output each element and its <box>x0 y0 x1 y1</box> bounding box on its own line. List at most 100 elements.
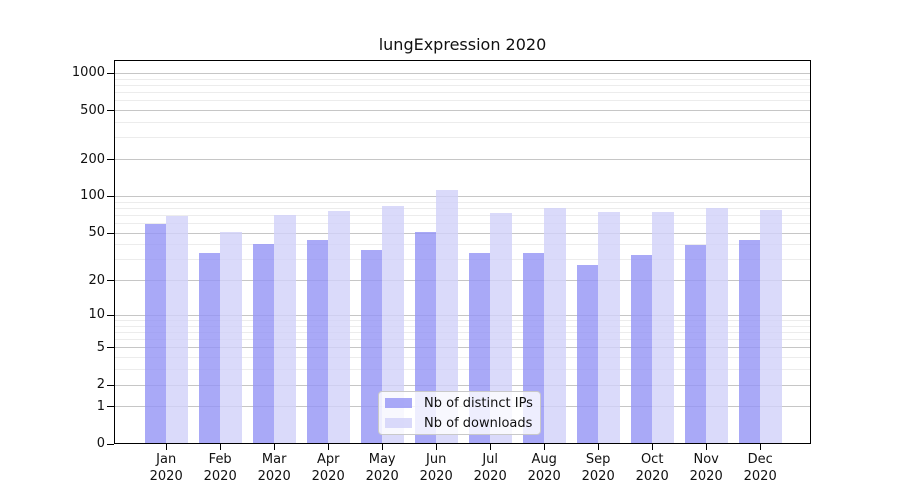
x-tick-label-oct: Oct 2020 <box>635 452 669 484</box>
y-tick-mark-10 <box>107 314 114 316</box>
bar-downloads-nov <box>706 208 728 444</box>
x-tick-mark-may <box>381 444 383 450</box>
legend-swatch <box>385 418 412 428</box>
x-tick-mark-mar <box>273 444 275 450</box>
y-tick-label-2: 2 <box>96 377 105 393</box>
minor-gridline-40 <box>114 244 811 246</box>
bar-downloads-apr <box>328 211 350 444</box>
major-gridline-5 <box>114 347 811 349</box>
y-tick-label-1000: 1000 <box>71 65 105 81</box>
x-tick-label-dec: Dec 2020 <box>743 452 777 484</box>
major-gridline-200 <box>114 159 811 161</box>
bar-downloads-oct <box>652 212 674 444</box>
major-gridline-100 <box>114 195 811 197</box>
y-tick-label-10: 10 <box>88 307 105 323</box>
bar-distinct-ips-jan <box>144 223 167 444</box>
legend-label: Nb of distinct IPs <box>424 395 533 411</box>
x-tick-mark-apr <box>327 444 329 450</box>
minor-gridline-400 <box>114 122 811 123</box>
bars-layer <box>114 60 811 444</box>
minor-gridline-300 <box>114 137 811 139</box>
x-tick-mark-jul <box>489 444 491 450</box>
x-tick-label-mar: Mar 2020 <box>257 452 291 484</box>
x-tick-label-feb: Feb 2020 <box>203 452 237 484</box>
bar-distinct-ips-oct <box>630 254 653 444</box>
x-tick-mark-nov <box>705 444 707 450</box>
minor-gridline-3 <box>114 369 811 371</box>
x-tick-mark-dec <box>759 444 761 450</box>
minor-gridline-80 <box>114 207 811 209</box>
x-tick-label-jul: Jul 2020 <box>473 452 507 484</box>
x-tick-mark-jan <box>165 444 167 450</box>
x-tick-label-jun: Jun 2020 <box>419 452 453 484</box>
y-tick-label-5: 5 <box>96 339 105 355</box>
bar-downloads-mar <box>274 215 296 444</box>
x-tick-mark-aug <box>543 444 545 450</box>
minor-gridline-4 <box>114 357 811 359</box>
chart-title: lungExpression 2020 <box>378 35 547 54</box>
y-tick-label-100: 100 <box>80 188 105 204</box>
x-tick-label-sep: Sep 2020 <box>581 452 615 484</box>
bar-downloads-may <box>382 206 404 444</box>
bar-downloads-jan <box>166 216 188 444</box>
y-tick-label-1: 1 <box>96 398 105 414</box>
minor-gridline-600 <box>114 100 811 102</box>
bar-downloads-jun <box>436 189 458 444</box>
legend-swatch <box>385 398 412 408</box>
x-tick-mark-jun <box>435 444 437 450</box>
bar-downloads-aug <box>544 208 566 444</box>
x-tick-label-aug: Aug 2020 <box>527 452 561 484</box>
bar-distinct-ips-feb <box>198 253 221 444</box>
y-tick-label-50: 50 <box>88 225 105 241</box>
x-tick-label-nov: Nov 2020 <box>689 452 723 484</box>
x-tick-label-may: May 2020 <box>365 452 399 484</box>
y-tick-mark-1 <box>107 406 114 408</box>
bar-downloads-jul <box>490 213 512 444</box>
minor-gridline-90 <box>114 201 811 203</box>
bar-distinct-ips-may <box>360 250 383 444</box>
minor-gridline-8 <box>114 325 811 327</box>
major-gridline-50 <box>114 232 811 234</box>
bar-distinct-ips-dec <box>738 239 761 444</box>
bar-distinct-ips-apr <box>306 239 329 444</box>
bar-distinct-ips-sep <box>576 265 599 444</box>
bar-downloads-feb <box>220 232 242 444</box>
x-tick-label-apr: Apr 2020 <box>311 452 345 484</box>
y-tick-mark-5 <box>107 347 114 349</box>
y-tick-mark-200 <box>107 159 114 161</box>
minor-gridline-9 <box>114 320 811 321</box>
major-gridline-1000 <box>114 72 811 74</box>
y-tick-mark-0 <box>107 443 114 445</box>
y-tick-label-200: 200 <box>80 151 105 167</box>
y-tick-label-20: 20 <box>88 272 105 288</box>
legend-item-downloads: Nb of downloads <box>385 416 532 431</box>
major-gridline-20 <box>114 280 811 282</box>
y-tick-mark-2 <box>107 384 114 386</box>
y-tick-label-500: 500 <box>80 102 105 118</box>
x-tick-mark-sep <box>597 444 599 450</box>
minor-gridline-700 <box>114 92 811 94</box>
minor-gridline-800 <box>114 84 811 86</box>
plot-area: Nb of distinct IPs Nb of downloads <box>114 60 811 444</box>
x-tick-label-jan: Jan 2020 <box>149 452 183 484</box>
y-tick-mark-20 <box>107 280 114 282</box>
y-tick-mark-1000 <box>107 72 114 74</box>
minor-gridline-7 <box>114 331 811 333</box>
y-tick-mark-50 <box>107 232 114 234</box>
y-tick-mark-500 <box>107 110 114 112</box>
minor-gridline-900 <box>114 78 811 80</box>
major-gridline-500 <box>114 110 811 112</box>
legend-item-distinct-ips: Nb of distinct IPs <box>385 395 533 411</box>
x-tick-mark-oct <box>651 444 653 450</box>
minor-gridline-60 <box>114 223 811 224</box>
legend-label: Nb of downloads <box>424 415 533 431</box>
minor-gridline-70 <box>114 214 811 216</box>
y-tick-mark-100 <box>107 195 114 197</box>
major-gridline-2 <box>114 384 811 386</box>
y-tick-label-0: 0 <box>96 436 105 451</box>
bar-distinct-ips-nov <box>684 244 707 444</box>
minor-gridline-30 <box>114 259 811 261</box>
minor-gridline-6 <box>114 339 811 341</box>
bar-downloads-sep <box>598 211 620 444</box>
